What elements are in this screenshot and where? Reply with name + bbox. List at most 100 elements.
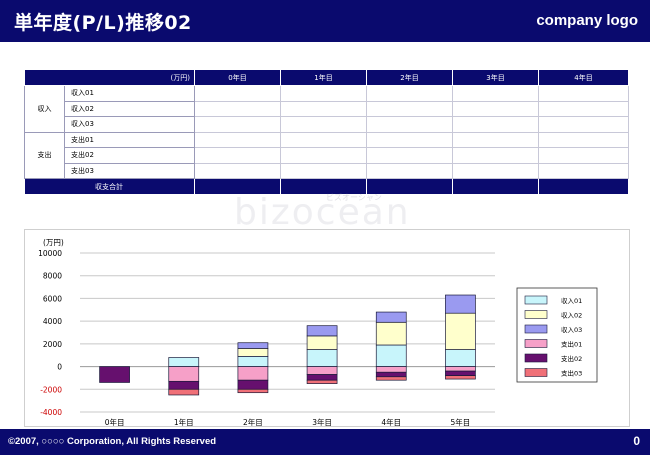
bar-segment: [237, 342, 269, 349]
chart-panel: (万円) 10000 8000 6000 4000 2000 0 -2000 -4000 0年目 1…: [24, 229, 630, 427]
bar-segment: [168, 380, 200, 390]
year-header: 4年目: [538, 69, 629, 86]
legend-label: 収入01: [561, 297, 582, 305]
table-cell[interactable]: [194, 131, 281, 148]
total-row: 収支合計: [24, 178, 629, 195]
legend-swatch: [524, 324, 548, 334]
table-cell[interactable]: [280, 162, 367, 179]
group-label-income: 収入: [24, 85, 65, 133]
x-tick-label: 0年目: [105, 417, 125, 426]
table-header-row: (万円) 0年目 1年目 2年目 3年目 4年目: [24, 69, 629, 86]
y-tick-label: -4000: [40, 408, 62, 417]
table-cell[interactable]: [194, 162, 281, 179]
bar-segment: [168, 366, 200, 382]
x-tick-label: 2年目: [243, 417, 263, 426]
bar-segment: [306, 335, 338, 350]
table-cell[interactable]: [366, 162, 453, 179]
stacked-bar-chart: (万円) 10000 8000 6000 4000 2000 0 -2000 -4000 0年目 1…: [38, 238, 598, 426]
bar-segment: [375, 311, 407, 323]
legend-swatch: [524, 310, 548, 319]
table-cell[interactable]: [280, 100, 367, 117]
bar-segment: [237, 379, 269, 390]
table-cell[interactable]: [280, 147, 367, 164]
bar-segment: [445, 370, 476, 377]
copyright-text: ©2007, ○○○○ Corporation, All Rights Rese…: [8, 436, 217, 447]
total-label: 収支合計: [24, 178, 195, 195]
bar-segment: [445, 349, 476, 367]
table-row: 収入 収入01: [24, 85, 629, 133]
legend-label: 支出03: [561, 369, 582, 378]
bar-segment: [445, 294, 476, 314]
legend-label: 収入03: [561, 326, 582, 334]
y-tick-label: 10000: [38, 249, 62, 258]
bar-segment: [445, 312, 476, 350]
year-header: 2年目: [366, 69, 453, 86]
table-cell[interactable]: [366, 85, 453, 102]
bar-segment: [375, 321, 407, 346]
bar-segment: [306, 379, 338, 384]
page-title: 単年度(P/L)推移02: [14, 12, 192, 34]
y-axis-label: (万円): [43, 238, 64, 247]
bar-segment: [237, 348, 269, 357]
table-cell[interactable]: [366, 131, 453, 148]
bar-segment: [237, 366, 269, 381]
table-cell[interactable]: [538, 162, 629, 179]
bar-segment: [306, 325, 338, 337]
bar-segment: [375, 376, 407, 381]
table-row: 収入02: [25, 100, 629, 117]
unit-label: (万円): [24, 69, 195, 86]
table-cell[interactable]: [538, 178, 629, 195]
table-cell[interactable]: [452, 131, 539, 148]
bar-segment: [375, 344, 407, 367]
group-label-expense: 支出: [24, 131, 65, 179]
bar-segment: [168, 388, 200, 396]
row-label: 支出01: [64, 131, 195, 148]
bar-segment: [237, 355, 269, 367]
table-cell[interactable]: [366, 147, 453, 164]
table-cell[interactable]: [538, 116, 629, 133]
bar-segment: [306, 349, 338, 367]
table-cell[interactable]: [452, 162, 539, 179]
y-tick-label: 4000: [43, 317, 62, 326]
year-header: 3年目: [452, 69, 539, 86]
company-logo: company logo: [536, 12, 638, 29]
watermark-sub: ビズオーシャン: [326, 193, 382, 202]
y-tick-label: 0: [57, 363, 62, 372]
table-cell[interactable]: [194, 147, 281, 164]
legend-swatch: [524, 353, 548, 363]
year-header: 1年目: [280, 69, 367, 86]
table-cell[interactable]: [452, 100, 539, 117]
x-tick-label: 4年目: [381, 417, 401, 426]
legend-swatch: [524, 339, 548, 348]
row-label: 収入01: [64, 85, 195, 102]
bar-segment: [445, 375, 476, 380]
table-cell[interactable]: [452, 147, 539, 164]
table-cell[interactable]: [452, 85, 539, 102]
table-cell[interactable]: [366, 116, 453, 133]
bar-segment: [445, 366, 476, 372]
table-cell[interactable]: [538, 147, 629, 164]
table-cell[interactable]: [194, 85, 281, 102]
bar-segment: [168, 357, 200, 367]
row-label: 収入03: [64, 116, 195, 133]
table-cell[interactable]: [280, 178, 367, 195]
table-cell[interactable]: [452, 178, 539, 195]
table-cell[interactable]: [538, 85, 629, 102]
table-cell[interactable]: [280, 131, 367, 148]
table-row: 支出 支出01: [24, 131, 629, 179]
table-cell[interactable]: [538, 131, 629, 148]
table-cell[interactable]: [194, 178, 281, 195]
bar-segment: [306, 366, 338, 375]
legend-label: 支出02: [561, 354, 582, 363]
table-cell[interactable]: [280, 85, 367, 102]
table-cell[interactable]: [366, 178, 453, 195]
table-cell[interactable]: [280, 116, 367, 133]
y-tick-label: 8000: [43, 272, 62, 281]
table-cell[interactable]: [194, 116, 281, 133]
y-tick-label: -2000: [40, 385, 62, 394]
table-cell[interactable]: [194, 100, 281, 117]
table-cell[interactable]: [366, 100, 453, 117]
table-cell[interactable]: [538, 100, 629, 117]
table-cell[interactable]: [452, 116, 539, 133]
table-row: 支出02: [25, 147, 629, 164]
